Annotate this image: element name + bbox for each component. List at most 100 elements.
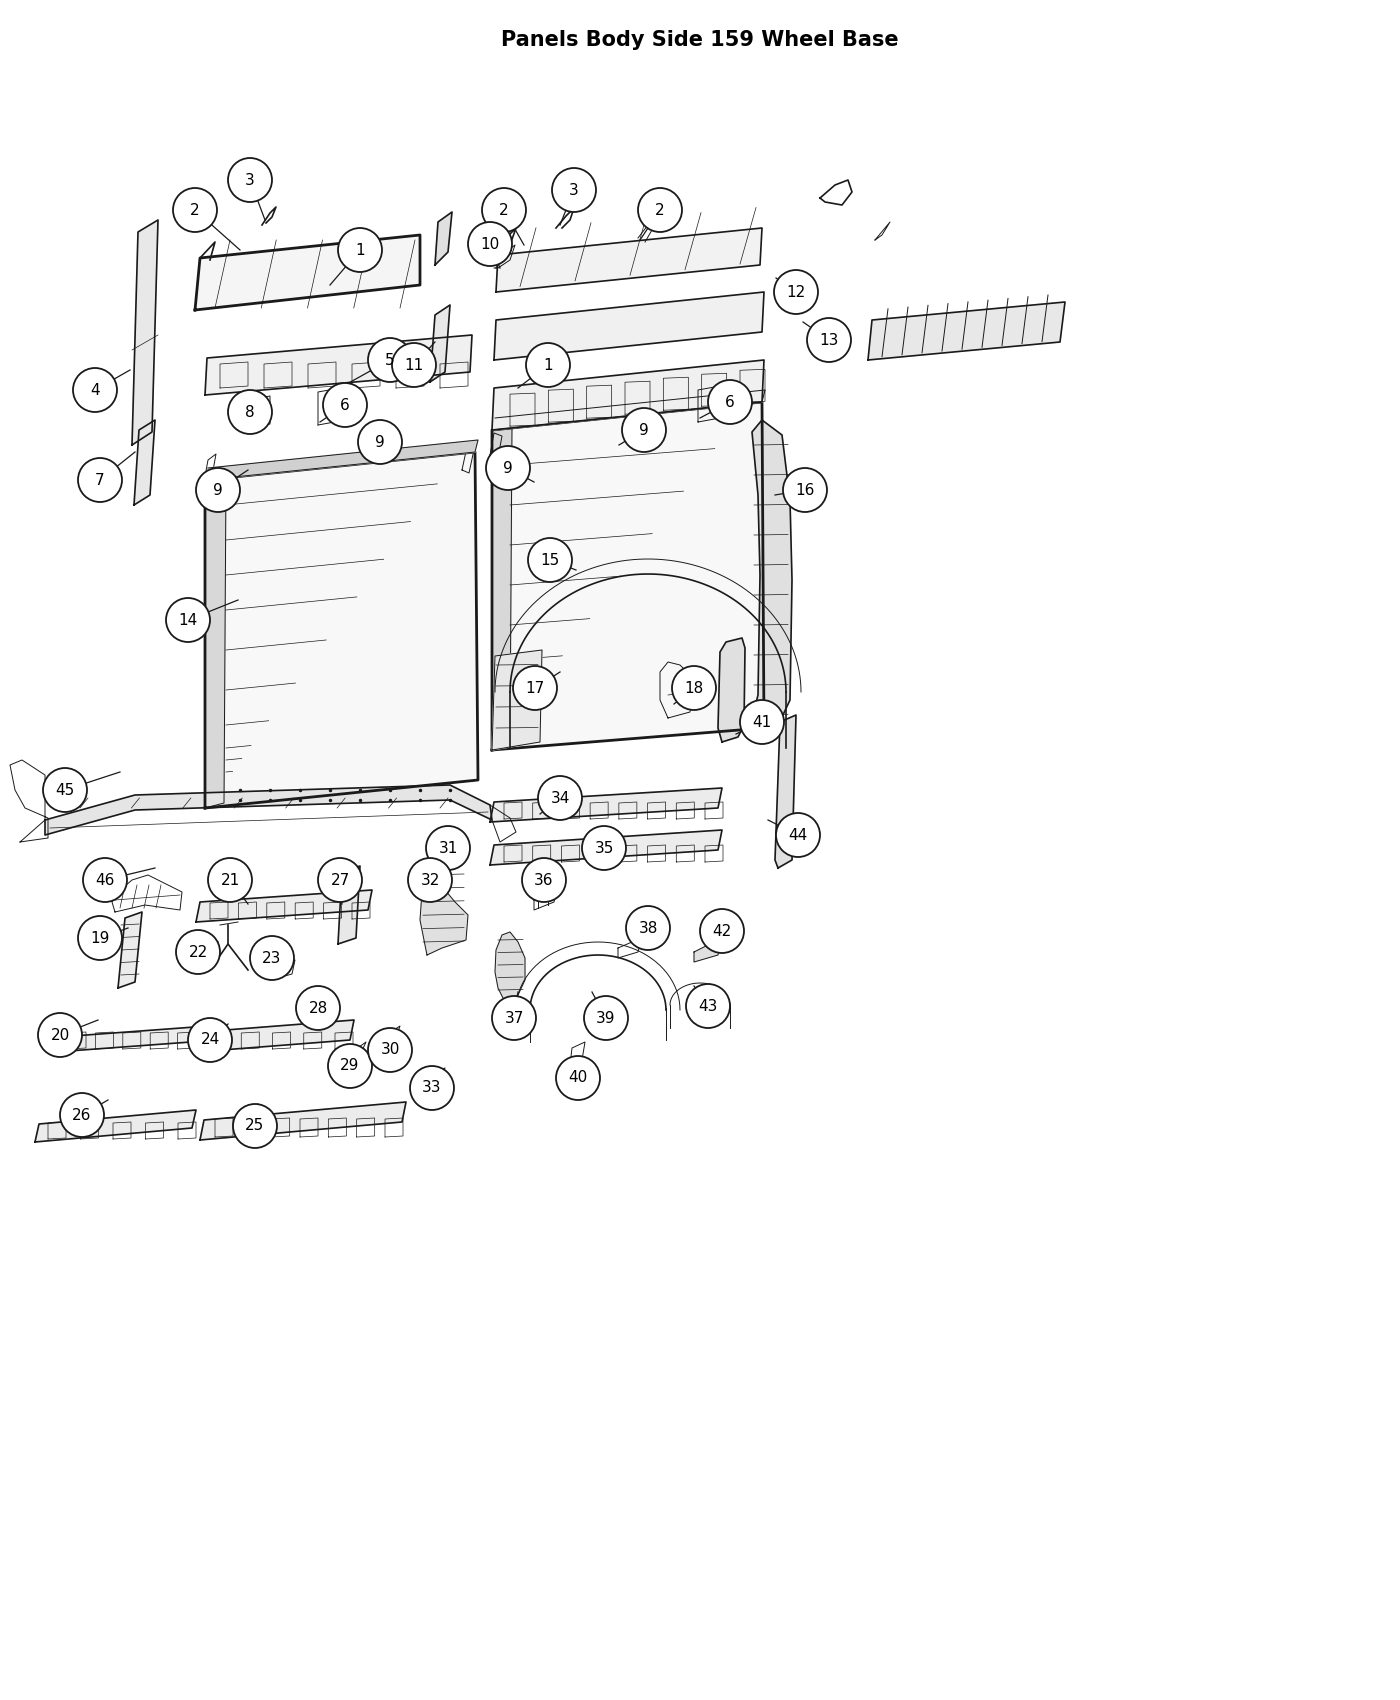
Circle shape [482, 189, 526, 231]
Text: 17: 17 [525, 680, 545, 695]
Circle shape [318, 858, 363, 903]
Text: 32: 32 [420, 872, 440, 887]
Text: 35: 35 [595, 840, 613, 855]
Polygon shape [132, 219, 158, 445]
Text: 8: 8 [245, 405, 255, 420]
Polygon shape [496, 932, 525, 1001]
Circle shape [60, 1093, 104, 1137]
Text: 34: 34 [550, 790, 570, 806]
Circle shape [741, 700, 784, 745]
Polygon shape [45, 785, 491, 835]
Circle shape [78, 916, 122, 960]
Circle shape [468, 223, 512, 265]
Circle shape [512, 666, 557, 711]
Polygon shape [420, 865, 468, 955]
Circle shape [392, 343, 435, 388]
Text: 24: 24 [200, 1032, 220, 1047]
Circle shape [538, 775, 582, 819]
Polygon shape [118, 911, 141, 988]
Circle shape [528, 537, 573, 581]
Text: 2: 2 [190, 202, 200, 218]
Text: 7: 7 [95, 473, 105, 488]
Polygon shape [204, 335, 472, 394]
Text: 9: 9 [640, 423, 648, 437]
Text: 14: 14 [178, 612, 197, 627]
Polygon shape [430, 304, 449, 382]
Text: 19: 19 [91, 930, 109, 945]
Circle shape [783, 468, 827, 512]
Text: 15: 15 [540, 552, 560, 568]
Polygon shape [337, 865, 360, 944]
Text: Panels Body Side 159 Wheel Base: Panels Body Side 159 Wheel Base [501, 31, 899, 49]
Text: 27: 27 [330, 872, 350, 887]
Polygon shape [776, 716, 797, 869]
Text: 6: 6 [340, 398, 350, 413]
Text: 1: 1 [543, 357, 553, 372]
Circle shape [486, 445, 531, 490]
Polygon shape [491, 649, 542, 750]
Polygon shape [868, 303, 1065, 360]
Text: 25: 25 [245, 1119, 265, 1134]
Text: 43: 43 [699, 998, 718, 1013]
Circle shape [806, 318, 851, 362]
Circle shape [622, 408, 666, 452]
Polygon shape [55, 1025, 223, 1052]
Circle shape [776, 813, 820, 857]
Circle shape [774, 270, 818, 314]
Polygon shape [494, 292, 764, 360]
Polygon shape [196, 891, 372, 921]
Polygon shape [134, 420, 155, 505]
Circle shape [582, 826, 626, 870]
Text: 3: 3 [570, 182, 578, 197]
Text: 2: 2 [500, 202, 508, 218]
Polygon shape [204, 474, 225, 808]
Circle shape [368, 1028, 412, 1073]
Text: 29: 29 [340, 1059, 360, 1073]
Circle shape [358, 420, 402, 464]
Circle shape [209, 858, 252, 903]
Circle shape [526, 343, 570, 388]
Circle shape [708, 381, 752, 423]
Circle shape [491, 996, 536, 1040]
Circle shape [556, 1056, 601, 1100]
Text: 1: 1 [356, 243, 365, 257]
Circle shape [43, 768, 87, 813]
Text: 3: 3 [245, 172, 255, 187]
Polygon shape [750, 420, 792, 738]
Polygon shape [491, 360, 764, 430]
Circle shape [228, 389, 272, 434]
Circle shape [407, 858, 452, 903]
Polygon shape [490, 830, 722, 865]
Text: 16: 16 [795, 483, 815, 498]
Polygon shape [435, 212, 452, 265]
Circle shape [174, 189, 217, 231]
Circle shape [626, 906, 671, 950]
Text: 31: 31 [438, 840, 458, 855]
Text: 13: 13 [819, 333, 839, 347]
Polygon shape [491, 389, 764, 430]
Text: 9: 9 [375, 435, 385, 449]
Polygon shape [491, 423, 512, 750]
Text: 41: 41 [752, 714, 771, 729]
Circle shape [232, 1103, 277, 1148]
Text: 18: 18 [685, 680, 704, 695]
Circle shape [167, 598, 210, 643]
Text: 33: 33 [423, 1081, 442, 1095]
Text: 37: 37 [504, 1010, 524, 1025]
Polygon shape [195, 235, 420, 309]
Text: 46: 46 [95, 872, 115, 887]
Text: 9: 9 [213, 483, 223, 498]
Circle shape [251, 937, 294, 979]
Circle shape [73, 367, 118, 411]
Text: 45: 45 [56, 782, 74, 797]
Text: 6: 6 [725, 394, 735, 410]
Text: 12: 12 [787, 284, 805, 299]
Circle shape [83, 858, 127, 903]
Circle shape [410, 1066, 454, 1110]
Polygon shape [496, 228, 762, 292]
Circle shape [552, 168, 596, 212]
Text: 9: 9 [503, 461, 512, 476]
Text: 38: 38 [638, 920, 658, 935]
Text: 28: 28 [308, 1001, 328, 1015]
Text: 30: 30 [381, 1042, 399, 1057]
